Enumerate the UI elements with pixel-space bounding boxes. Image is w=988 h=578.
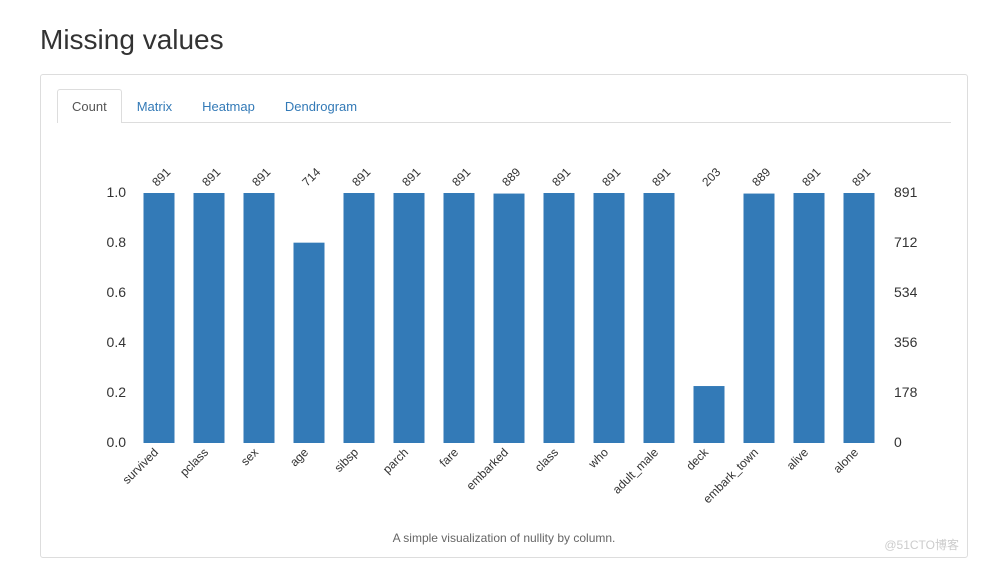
bar-top-label: 891 bbox=[399, 165, 423, 189]
bar bbox=[544, 193, 575, 443]
bar-x-label: sibsp bbox=[331, 445, 361, 475]
bar-top-label: 891 bbox=[799, 165, 823, 189]
bar-top-label: 889 bbox=[499, 165, 523, 189]
bar bbox=[494, 194, 525, 443]
bar-x-label: pclass bbox=[177, 445, 211, 479]
bar-x-label: sex bbox=[238, 445, 261, 468]
chart-caption: A simple visualization of nullity by col… bbox=[57, 531, 951, 545]
tab-matrix[interactable]: Matrix bbox=[122, 89, 187, 123]
page-title: Missing values bbox=[40, 24, 968, 56]
svg-text:0.6: 0.6 bbox=[107, 284, 127, 300]
bar-x-label: alive bbox=[784, 445, 812, 473]
svg-text:0.8: 0.8 bbox=[107, 234, 127, 250]
bar bbox=[394, 193, 425, 443]
bar bbox=[744, 194, 775, 443]
svg-text:0.0: 0.0 bbox=[107, 434, 127, 450]
bar bbox=[294, 243, 325, 443]
svg-text:534: 534 bbox=[894, 284, 918, 300]
svg-text:891: 891 bbox=[894, 184, 918, 200]
svg-text:0.4: 0.4 bbox=[107, 334, 127, 350]
bar-top-label: 891 bbox=[849, 165, 873, 189]
bar-x-label: parch bbox=[380, 445, 411, 476]
svg-text:712: 712 bbox=[894, 234, 918, 250]
bar-top-label: 891 bbox=[549, 165, 573, 189]
bar-top-label: 203 bbox=[699, 165, 723, 189]
bar bbox=[194, 193, 225, 443]
bar bbox=[794, 193, 825, 443]
tab-bar: Count Matrix Heatmap Dendrogram bbox=[57, 89, 951, 123]
svg-text:0: 0 bbox=[894, 434, 902, 450]
bar bbox=[444, 193, 475, 443]
svg-text:178: 178 bbox=[894, 384, 918, 400]
bar-x-label: survived bbox=[120, 445, 161, 486]
svg-text:356: 356 bbox=[894, 334, 918, 350]
bar bbox=[144, 193, 175, 443]
bar-top-label: 714 bbox=[299, 165, 323, 189]
bar-x-label: adult_male bbox=[610, 445, 662, 497]
bar-x-label: embarked bbox=[463, 445, 511, 493]
bar-x-label: class bbox=[532, 445, 561, 474]
bar bbox=[344, 193, 375, 443]
bar-x-label: age bbox=[287, 445, 311, 469]
bar-top-label: 889 bbox=[749, 165, 773, 189]
svg-text:1.0: 1.0 bbox=[107, 184, 127, 200]
tab-dendrogram[interactable]: Dendrogram bbox=[270, 89, 372, 123]
bar-x-label: alone bbox=[830, 445, 861, 476]
bar-top-label: 891 bbox=[449, 165, 473, 189]
bar bbox=[644, 193, 675, 443]
bar-top-label: 891 bbox=[349, 165, 373, 189]
bar-x-label: deck bbox=[683, 445, 712, 474]
bar bbox=[694, 386, 725, 443]
chart-area: 0.0 0.2 0.4 0.6 0.8 1.0 0 178 356 534 712 891 891 sur… bbox=[57, 153, 951, 523]
bar bbox=[844, 193, 875, 443]
bar-x-label: who bbox=[585, 445, 611, 471]
bar bbox=[594, 193, 625, 443]
svg-text:0.2: 0.2 bbox=[107, 384, 127, 400]
bar-top-label: 891 bbox=[599, 165, 623, 189]
nullity-bar-chart: 0.0 0.2 0.4 0.6 0.8 1.0 0 178 356 534 712 891 891 sur… bbox=[64, 153, 944, 523]
bar-top-label: 891 bbox=[199, 165, 223, 189]
bar-top-label: 891 bbox=[149, 165, 173, 189]
bar bbox=[244, 193, 275, 443]
panel: Count Matrix Heatmap Dendrogram 0.00.20.… bbox=[40, 74, 968, 558]
bar-x-label: fare bbox=[437, 445, 462, 470]
tab-count[interactable]: Count bbox=[57, 89, 122, 123]
bar-top-label: 891 bbox=[649, 165, 673, 189]
tab-heatmap[interactable]: Heatmap bbox=[187, 89, 270, 123]
bar-top-label: 891 bbox=[249, 165, 273, 189]
